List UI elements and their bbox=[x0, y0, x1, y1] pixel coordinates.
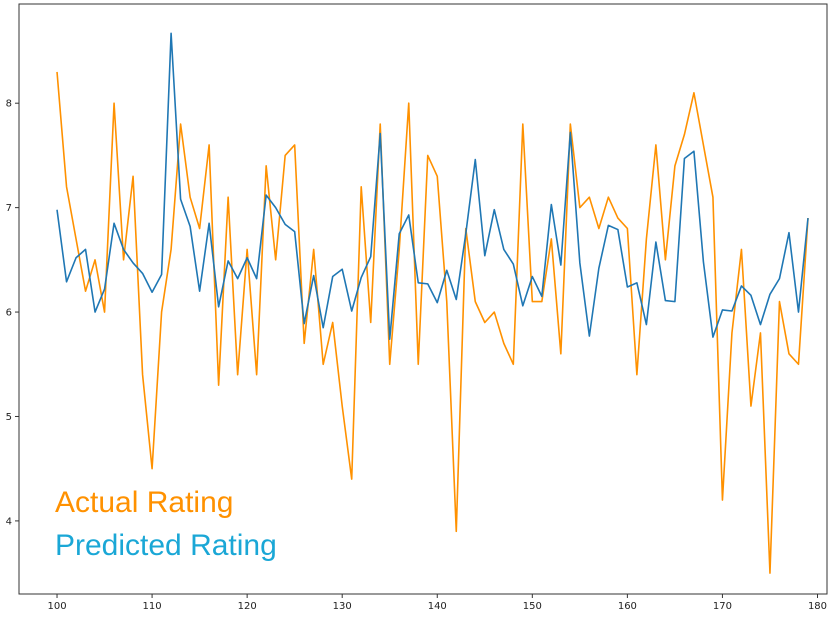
axes-group bbox=[18, 3, 828, 595]
series-group bbox=[56, 32, 809, 574]
x-tick-label: 170 bbox=[713, 601, 732, 612]
x-tick-label: 150 bbox=[523, 601, 542, 612]
x-tick-label: 120 bbox=[238, 601, 257, 612]
x-tick-label: 160 bbox=[618, 601, 637, 612]
ticks-group: 100 110 120 130 140 150 160 170 180 4 5 6 7 8 bbox=[6, 99, 827, 612]
y-tick-label: 6 bbox=[6, 308, 12, 319]
x-tick-label: 110 bbox=[143, 601, 162, 612]
legend: Actual Rating Predicted Rating bbox=[55, 486, 277, 562]
y-tick-label: 7 bbox=[6, 203, 12, 214]
legend-predicted-rating: Predicted Rating bbox=[55, 529, 277, 562]
series-line-actual-rating bbox=[56, 71, 809, 574]
series-line-predicted-rating bbox=[56, 32, 809, 341]
x-tick-label: 180 bbox=[808, 601, 827, 612]
x-tick-label: 130 bbox=[333, 601, 352, 612]
x-tick-label: 140 bbox=[428, 601, 447, 612]
legend-actual-rating: Actual Rating bbox=[55, 486, 233, 519]
x-tick-label: 100 bbox=[47, 601, 66, 612]
plot-frame bbox=[18, 3, 828, 595]
y-tick-label: 5 bbox=[6, 412, 12, 423]
y-tick-label: 8 bbox=[6, 99, 12, 110]
y-tick-label: 4 bbox=[6, 516, 12, 527]
